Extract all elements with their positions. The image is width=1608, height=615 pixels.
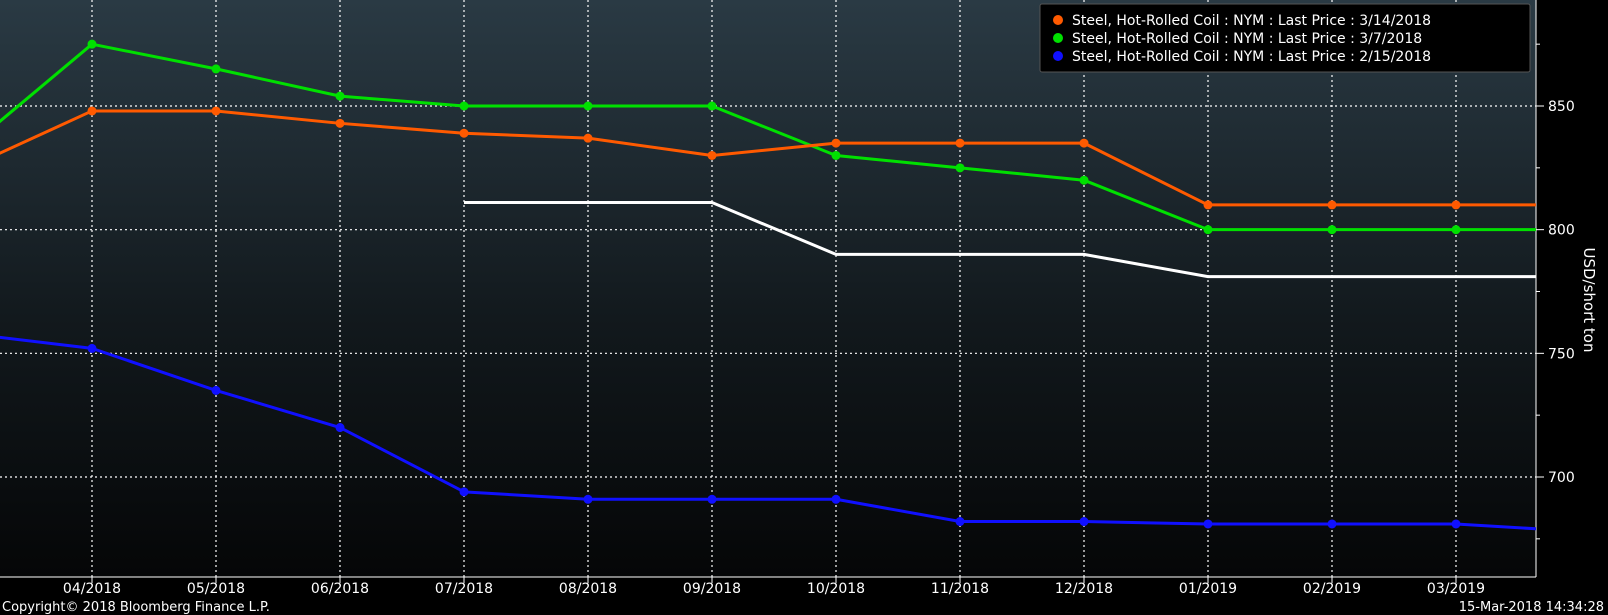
x-tick-label: 10/2018 xyxy=(807,581,865,597)
data-point xyxy=(335,423,345,433)
data-point xyxy=(1327,200,1337,210)
x-tick-label: 12/2018 xyxy=(1055,581,1113,597)
data-point xyxy=(831,150,841,160)
x-tick-label: 11/2018 xyxy=(931,581,989,597)
legend-marker xyxy=(1053,51,1063,61)
data-point xyxy=(1079,138,1089,148)
data-point xyxy=(1327,519,1337,529)
data-point xyxy=(583,133,593,143)
data-point xyxy=(831,138,841,148)
data-point xyxy=(831,494,841,504)
legend: Steel, Hot-Rolled Coil : NYM : Last Pric… xyxy=(1039,3,1531,73)
legend-marker xyxy=(1053,33,1063,43)
data-point xyxy=(211,385,221,395)
plot-background xyxy=(0,0,1536,577)
axes: 04/2018 05/2018 06/2018 07/2018 08/2018 09/20… xyxy=(0,0,1575,597)
data-point xyxy=(87,343,97,353)
data-point xyxy=(1451,225,1461,235)
series-group xyxy=(0,39,1536,531)
data-point xyxy=(1451,519,1461,529)
series-2 xyxy=(0,335,1536,531)
data-point xyxy=(335,118,345,128)
data-point xyxy=(1203,519,1213,529)
x-tick-label: 07/2018 xyxy=(435,581,493,597)
legend-entry: Steel, Hot-Rolled Coil : NYM : Last Pric… xyxy=(1072,13,1431,29)
data-point xyxy=(955,163,965,173)
data-point xyxy=(1079,517,1089,527)
data-point xyxy=(1203,225,1213,235)
series-line xyxy=(464,200,1536,279)
x-tick-label: 02/2019 xyxy=(1303,581,1361,597)
legend-entry: Steel, Hot-Rolled Coil : NYM : Last Pric… xyxy=(1072,31,1422,47)
data-point xyxy=(211,64,221,74)
data-point xyxy=(87,39,97,49)
series-0 xyxy=(0,106,1536,210)
data-point xyxy=(1327,225,1337,235)
data-point xyxy=(87,106,97,116)
data-point xyxy=(955,517,965,527)
copyright-text: Copyright© 2018 Bloomberg Finance L.P. xyxy=(2,600,270,615)
data-point xyxy=(459,101,469,111)
x-tick-label: 01/2019 xyxy=(1179,581,1237,597)
y-tick-label: 700 xyxy=(1548,470,1575,486)
data-point xyxy=(707,101,717,111)
timestamp-text: 15-Mar-2018 14:34:28 xyxy=(1459,600,1604,615)
data-point xyxy=(211,106,221,116)
x-tick-label: 05/2018 xyxy=(187,581,245,597)
x-tick-label: 06/2018 xyxy=(311,581,369,597)
data-point xyxy=(1079,175,1089,185)
data-point xyxy=(583,101,593,111)
series-line xyxy=(0,109,1536,207)
data-point xyxy=(707,494,717,504)
y-tick-label: 750 xyxy=(1548,346,1575,362)
data-point xyxy=(707,150,717,160)
legend-box xyxy=(1039,3,1531,73)
data-point xyxy=(335,91,345,101)
legend-marker xyxy=(1053,15,1063,25)
data-point xyxy=(1203,200,1213,210)
series-1 xyxy=(0,39,1536,235)
data-point xyxy=(459,487,469,497)
series-line xyxy=(0,42,1536,232)
y-tick-label: 800 xyxy=(1548,223,1575,239)
x-tick-label: 03/2019 xyxy=(1427,581,1485,597)
y-tick-label: 850 xyxy=(1548,99,1575,115)
x-tick-label: 09/2018 xyxy=(683,581,741,597)
y-axis-label: USD/short ton xyxy=(1580,248,1598,353)
series-line xyxy=(0,335,1536,531)
x-tick-label: 04/2018 xyxy=(63,581,121,597)
legend-entry: Steel, Hot-Rolled Coil : NYM : Last Pric… xyxy=(1072,49,1431,65)
data-point xyxy=(1451,200,1461,210)
data-point xyxy=(583,494,593,504)
series-3 xyxy=(464,200,1536,279)
data-point xyxy=(459,128,469,138)
data-point xyxy=(955,138,965,148)
x-tick-label: 08/2018 xyxy=(559,581,617,597)
